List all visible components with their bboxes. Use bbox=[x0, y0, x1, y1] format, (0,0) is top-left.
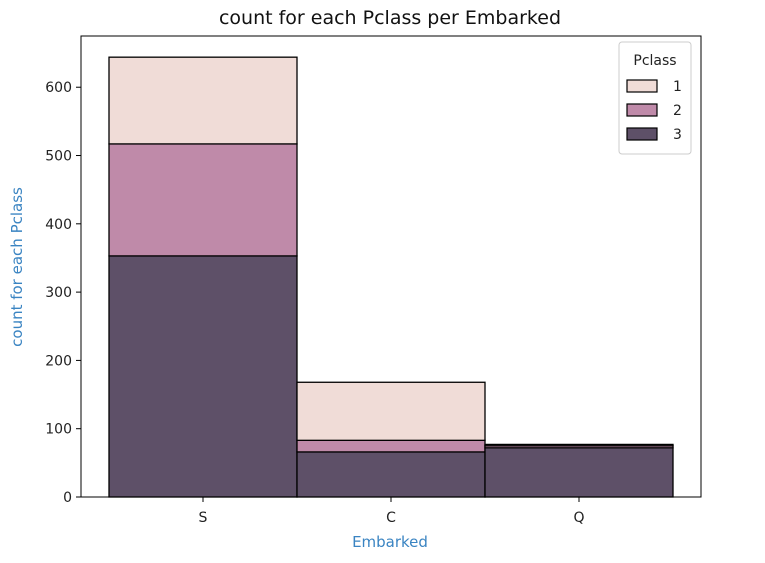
x-tick-label: Q bbox=[573, 510, 584, 526]
y-tick-label: 0 bbox=[63, 490, 72, 506]
chart-title: count for each Pclass per Embarked bbox=[219, 7, 561, 29]
legend-swatch bbox=[626, 103, 658, 117]
y-tick-label: 100 bbox=[45, 422, 72, 438]
bar-C-class-3 bbox=[296, 451, 486, 498]
bar-C-class-1 bbox=[296, 381, 486, 441]
bar-S-class-3 bbox=[108, 255, 298, 498]
bar-S-class-1 bbox=[108, 56, 298, 145]
legend-swatch bbox=[626, 79, 658, 93]
bar-S-class-2 bbox=[108, 143, 298, 257]
legend-label: 1 bbox=[673, 79, 682, 95]
bar-C-class-2 bbox=[296, 439, 486, 453]
y-tick-label: 300 bbox=[45, 285, 72, 301]
bar-Q-class-1 bbox=[484, 443, 674, 447]
y-tick-label: 500 bbox=[45, 149, 72, 165]
legend: Pclass 1 2 3 bbox=[618, 41, 692, 155]
y-tick-label: 600 bbox=[45, 80, 72, 96]
bars bbox=[108, 56, 674, 498]
y-axis: 0 100 200 300 400 500 600 bbox=[45, 80, 81, 506]
legend-frame bbox=[618, 41, 692, 155]
bar-Q-class-3 bbox=[484, 447, 674, 498]
legend-swatch bbox=[626, 127, 658, 141]
x-tick-label: C bbox=[386, 510, 396, 526]
y-tick-label: 400 bbox=[45, 217, 72, 233]
legend-label: 3 bbox=[673, 127, 682, 143]
y-tick-label: 200 bbox=[45, 353, 72, 369]
x-axis-label: Embarked bbox=[352, 533, 428, 551]
legend-title: Pclass bbox=[633, 53, 676, 69]
x-tick-label: S bbox=[199, 510, 208, 526]
legend-label: 2 bbox=[673, 103, 682, 119]
y-axis-label: count for each Pclass bbox=[8, 187, 26, 347]
